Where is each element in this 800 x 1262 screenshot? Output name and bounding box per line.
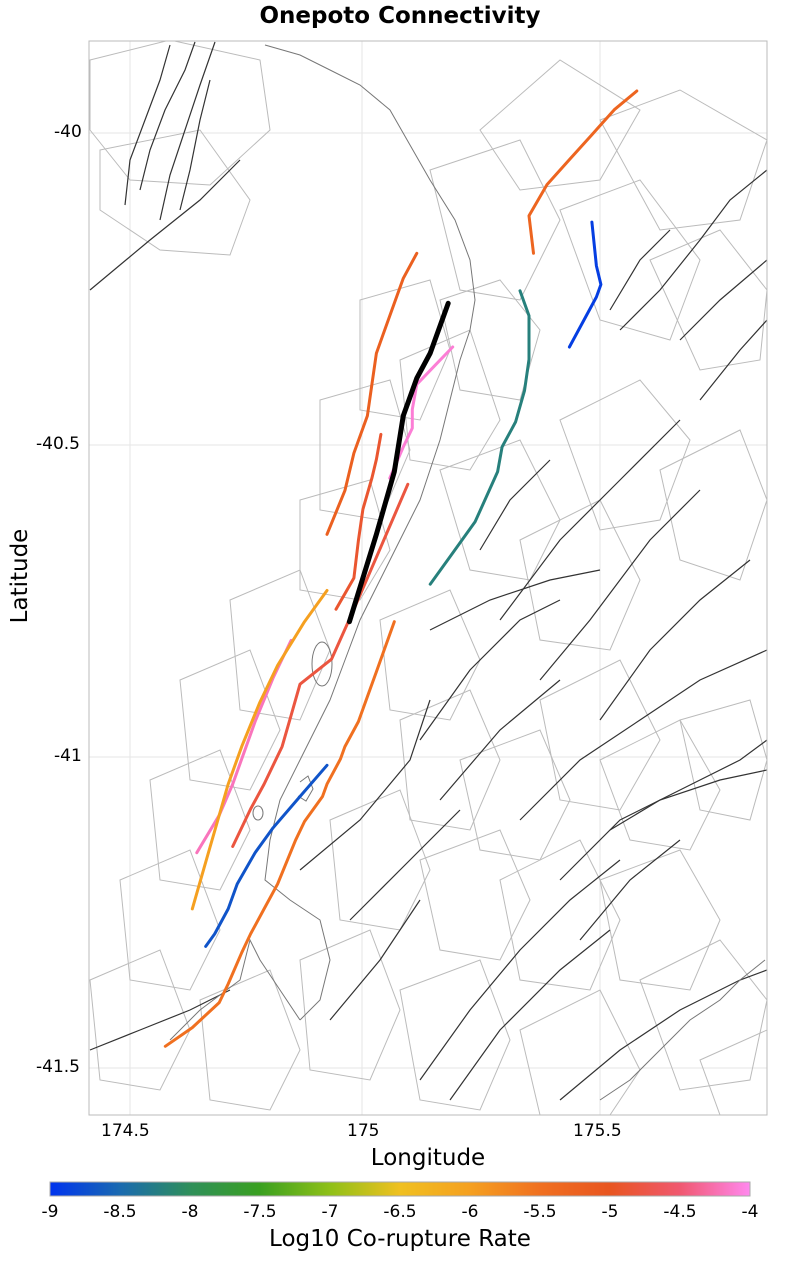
coastline bbox=[169, 44, 766, 1101]
colorbar-tick-label: -8.5 bbox=[103, 1202, 137, 1222]
plot-frame bbox=[88, 40, 768, 1116]
rupture-trace bbox=[428, 289, 531, 586]
x-axis-label: Longitude bbox=[370, 1145, 486, 1171]
colorbar-tick-label: -6 bbox=[461, 1202, 479, 1222]
colorbar-tick-label: -5.5 bbox=[523, 1202, 557, 1222]
plot-background bbox=[89, 41, 767, 1115]
rupture-trace bbox=[204, 763, 329, 948]
y-tick-label: -40 bbox=[54, 122, 82, 142]
rupture-trace bbox=[527, 89, 639, 255]
colorbar-tick-label: -7 bbox=[321, 1202, 339, 1222]
target-fault-onepoto bbox=[346, 300, 451, 625]
colorbar-label: Log10 Co-rupture Rate bbox=[269, 1226, 531, 1252]
colorbar-tick-label: -4.5 bbox=[663, 1202, 697, 1222]
colorbar-tick-label: -9 bbox=[41, 1202, 59, 1222]
rupture-trace bbox=[231, 482, 410, 848]
rupture-trace bbox=[325, 251, 419, 536]
chart-title: Onepoto Connectivity bbox=[259, 3, 541, 29]
fault-traces bbox=[89, 41, 767, 1101]
colorbar-tick-label: -8 bbox=[181, 1202, 199, 1222]
rupture-trace bbox=[334, 432, 383, 611]
colorbar-tick-label: -4 bbox=[741, 1202, 759, 1222]
y-axis-label: Latitude bbox=[7, 528, 33, 624]
x-tick-label: 174.5 bbox=[101, 1121, 150, 1141]
colorbar-tick-label: -7.5 bbox=[243, 1202, 277, 1222]
map-area[interactable] bbox=[89, 40, 767, 1115]
rupture-trace bbox=[190, 589, 329, 911]
y-tick-label: -41.5 bbox=[36, 1057, 80, 1077]
rupture-traces bbox=[163, 89, 639, 1048]
colorbar bbox=[49, 1181, 751, 1197]
colorbar-tick-label: -6.5 bbox=[383, 1202, 417, 1222]
y-tick-label: -41 bbox=[54, 746, 82, 766]
y-tick-label: -40.5 bbox=[36, 434, 80, 454]
fault-polygons bbox=[89, 41, 767, 1115]
x-tick-label: 175.5 bbox=[573, 1121, 622, 1141]
rupture-trace bbox=[163, 620, 396, 1048]
x-tick-label: 175 bbox=[347, 1121, 380, 1141]
rupture-trace bbox=[388, 345, 455, 480]
rupture-trace bbox=[567, 220, 603, 349]
colorbar-tick-label: -5 bbox=[601, 1202, 619, 1222]
